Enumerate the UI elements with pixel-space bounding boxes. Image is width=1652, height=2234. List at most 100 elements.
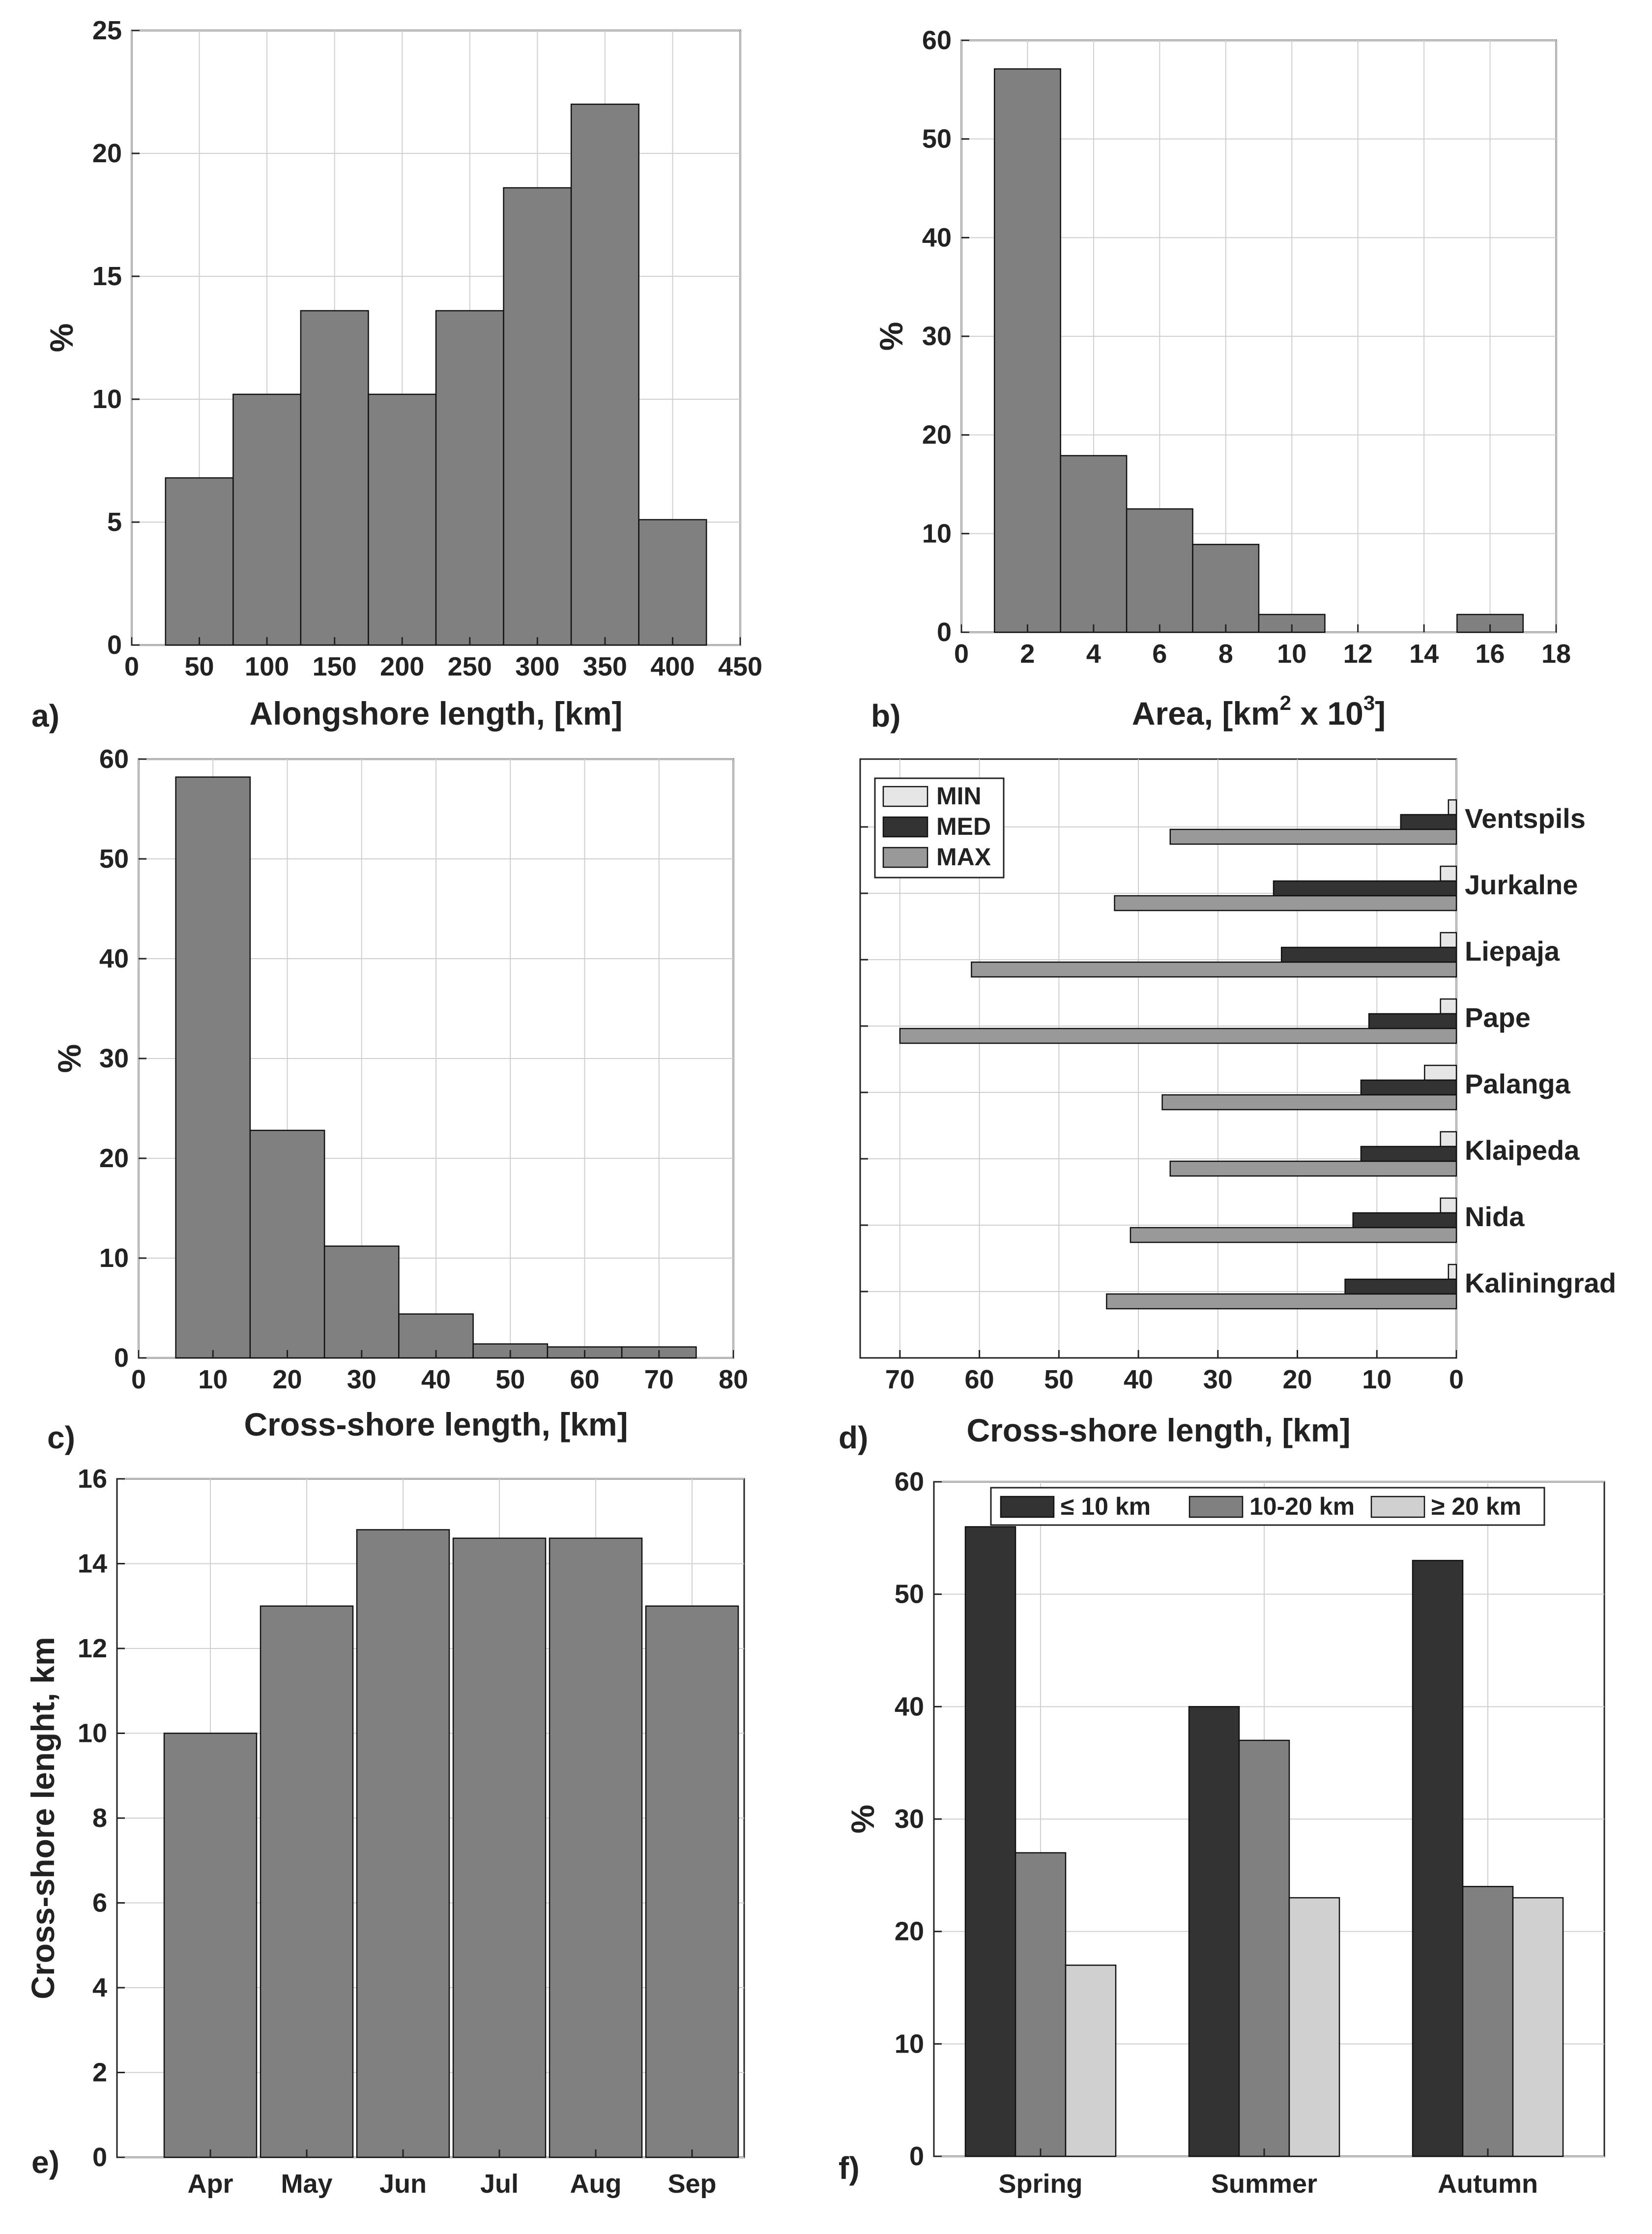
panel-d-bar-max <box>1169 1160 1457 1177</box>
panel-d-site-label: Kaliningrad <box>1465 1267 1616 1298</box>
panel-f-ytick-label: 30 <box>895 1804 924 1834</box>
panel-a: 0 50 100 150 200 250 300 350 400 450 0 5 10 15 20 25 Al… <box>31 16 762 734</box>
panel-f-ytick-label: 0 <box>909 2142 924 2171</box>
panel-d-xtick-label: 60 <box>965 1365 994 1394</box>
panel-b-bar <box>1192 544 1260 633</box>
panel-d-bar-min <box>1440 932 1457 948</box>
panel-d-bar-min <box>1448 1264 1457 1280</box>
panel-d-site-label: Palanga <box>1465 1068 1571 1099</box>
panel-c-bar <box>249 1129 325 1359</box>
panel-f-bar-series-1 <box>964 1526 1016 2157</box>
panel-d-legend-swatch <box>882 847 928 868</box>
panel-c-ytick-label: 20 <box>99 1144 129 1173</box>
panel-e-letter: e) <box>31 2145 59 2180</box>
panel-f-ytick-label: 50 <box>895 1580 924 1609</box>
panel-a-xtick-label: 300 <box>515 652 559 681</box>
panel-f-bar-series-1 <box>1188 1706 1240 2157</box>
panel-d-site-label: Klaipeda <box>1465 1135 1580 1166</box>
panel-d-xtick-label: 0 <box>1449 1365 1464 1394</box>
panel-a-bar <box>165 477 234 646</box>
panel-f-bar-series-2 <box>1462 1885 1514 2157</box>
panel-f-ytick-label: 40 <box>895 1692 924 1721</box>
panel-a-ytick-label: 0 <box>107 630 122 660</box>
panel-f-letter: f) <box>839 2150 860 2186</box>
panel-d-legend-swatch <box>882 816 928 838</box>
panel-f-legend-swatch <box>1000 1496 1055 1518</box>
panel-d-bar-min <box>1440 998 1457 1015</box>
panel-a-ytick-label: 20 <box>92 139 122 168</box>
panel-b-xtick-label: 18 <box>1541 639 1571 669</box>
panel-d-xtick-label: 20 <box>1282 1365 1312 1394</box>
panel-a-ytick-label: 15 <box>92 262 122 291</box>
panel-d-site-label: Pape <box>1465 1002 1531 1033</box>
panel-e-ytick-label: 8 <box>92 1803 107 1833</box>
panel-c-xtick-label: 50 <box>495 1365 525 1394</box>
panel-d-bar-med <box>1368 1013 1457 1029</box>
panel-f-legend-swatch <box>1188 1496 1244 1518</box>
panel-e-ytick-label: 12 <box>78 1634 107 1663</box>
panel-c-bar <box>323 1245 400 1359</box>
panel-e-ytick-label: 0 <box>92 2143 107 2172</box>
panel-e-bar <box>163 1733 258 2158</box>
panel-e: 0 2 4 6 8 10 12 14 16 Apr May Jun Jul Aug Sep Cross-sh… <box>25 1464 745 2199</box>
panel-c: 0 10 20 30 40 50 60 70 80 0 10 20 30 40 50 60 Cross-sho… <box>47 744 748 1455</box>
panel-c-ytick-label: 30 <box>99 1044 129 1073</box>
panel-a-bar <box>503 187 572 646</box>
panel-f-xtick-label: Spring <box>999 2169 1083 2199</box>
panel-a-xtick-label: 200 <box>380 652 424 681</box>
panel-c-xtick-label: 20 <box>272 1365 302 1394</box>
panel-a-letter: a) <box>31 698 59 734</box>
panel-f-legend-swatch <box>1370 1496 1425 1518</box>
panel-f-ytick-label: 60 <box>895 1467 924 1497</box>
panel-d-xlabel: Cross-shore length, [km] <box>966 1412 1350 1448</box>
panel-b-ytick-label: 20 <box>922 420 952 450</box>
panel-d-bar-min <box>1440 1131 1457 1147</box>
panel-f-bar-series-3 <box>1065 1965 1117 2157</box>
panel-e-xtick-label: Jun <box>379 2169 427 2199</box>
panel-d-bar-max <box>1130 1227 1457 1243</box>
panel-a-xtick-label: 250 <box>448 652 492 681</box>
panel-f-legend-box <box>990 1487 1545 1526</box>
panel-a-xtick-label: 150 <box>313 652 357 681</box>
panel-d-bar-max <box>899 1028 1457 1044</box>
panel-e-ytick-label: 16 <box>78 1464 107 1494</box>
panel-d-bar-med <box>1360 1146 1457 1162</box>
panel-b-bar <box>993 68 1061 633</box>
panel-b-ytick-label: 10 <box>922 519 952 548</box>
panel-d-xtick-label: 30 <box>1203 1365 1233 1394</box>
panel-d-bar-min <box>1424 1064 1457 1081</box>
panel-e-bar <box>645 1605 739 2158</box>
panel-d-bar-med <box>1360 1079 1457 1096</box>
panel-d-bar-med <box>1273 880 1457 897</box>
panel-f-bar-series-2 <box>1238 1739 1290 2157</box>
panel-d-bar-med <box>1344 1278 1457 1295</box>
panel-a-xlabel: Alongshore length, [km] <box>250 695 623 732</box>
panel-a-bar <box>435 310 504 646</box>
panel-c-ytick-label: 50 <box>99 844 129 874</box>
panel-d-legend-label: MED <box>936 813 991 840</box>
panel-e-ytick-label: 2 <box>92 2058 107 2087</box>
panel-d-bar-min <box>1440 1197 1457 1214</box>
panel-b-ytick-label: 0 <box>937 617 952 647</box>
panel-d-legend-label: MAX <box>936 843 991 871</box>
panel-f-bar-series-3 <box>1512 1897 1564 2157</box>
panel-c-ytick-label: 40 <box>99 944 129 973</box>
panel-f-xtick-label: Summer <box>1211 2169 1317 2199</box>
panel-a-ytick-label: 10 <box>92 384 122 414</box>
panel-c-xtick-label: 60 <box>570 1365 599 1394</box>
panel-c-xtick-label: 10 <box>198 1365 228 1394</box>
panel-d-legend-swatch <box>882 786 928 807</box>
panel-b-ytick-label: 50 <box>922 124 952 154</box>
panel-c-xtick-label: 80 <box>719 1365 748 1394</box>
panel-e-bar <box>260 1605 354 2158</box>
panel-e-xtick-label: May <box>281 2169 332 2199</box>
panel-c-letter: c) <box>47 1420 75 1455</box>
panel-e-bar <box>356 1529 450 2158</box>
panel-a-bar <box>300 310 369 646</box>
panel-a-ylabel: % <box>43 323 80 353</box>
panel-e-bar <box>452 1537 547 2158</box>
panel-d-bar-max <box>1169 828 1457 845</box>
panel-b-bar <box>1126 508 1193 633</box>
panel-d-bar-med <box>1280 946 1457 963</box>
panel-b-xtick-label: 12 <box>1343 639 1373 669</box>
